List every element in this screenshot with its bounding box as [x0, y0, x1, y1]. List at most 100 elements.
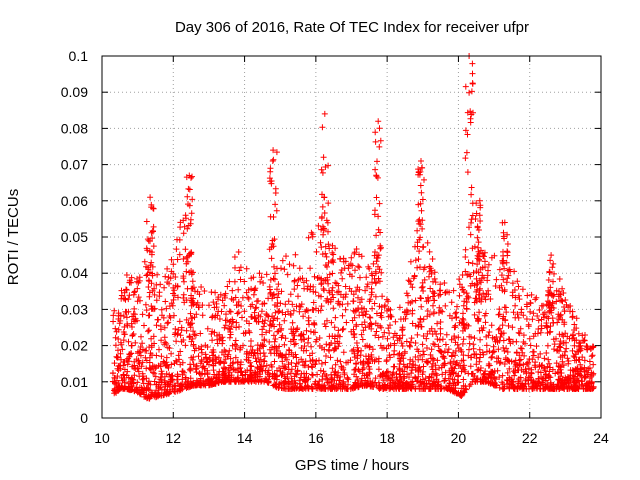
data-point — [539, 379, 545, 386]
data-point — [493, 276, 500, 283]
data-point — [430, 356, 437, 363]
data-point — [414, 377, 421, 384]
data-point — [249, 314, 255, 320]
data-point — [192, 332, 199, 339]
data-point — [291, 379, 298, 386]
data-point — [155, 390, 162, 397]
x-tick-label: 22 — [522, 430, 538, 446]
data-point — [319, 191, 325, 198]
data-point — [333, 372, 340, 379]
data-point — [134, 379, 141, 386]
data-point — [363, 353, 369, 360]
data-point — [330, 251, 337, 258]
data-point — [269, 158, 276, 164]
data-point — [163, 354, 170, 361]
data-point — [391, 363, 398, 370]
data-point — [115, 347, 121, 354]
data-point — [322, 164, 329, 170]
data-point — [245, 286, 252, 293]
data-point — [430, 302, 436, 309]
data-point — [244, 294, 251, 301]
data-point — [550, 260, 557, 267]
data-point — [123, 272, 130, 278]
data-point — [291, 286, 298, 293]
data-point — [321, 386, 328, 392]
data-point — [121, 358, 128, 365]
data-point — [333, 280, 340, 287]
data-point — [224, 283, 231, 290]
data-point — [332, 314, 339, 321]
data-point — [274, 294, 281, 301]
data-point — [459, 315, 466, 322]
data-point — [123, 287, 130, 293]
data-point — [351, 354, 358, 361]
data-point — [415, 169, 422, 176]
data-point — [209, 358, 216, 365]
data-point — [317, 239, 324, 246]
data-point — [171, 360, 178, 367]
data-point — [149, 272, 156, 279]
data-point — [344, 374, 351, 381]
data-point — [135, 368, 142, 375]
data-point — [537, 369, 544, 376]
data-point — [208, 289, 215, 296]
data-point — [146, 278, 153, 285]
data-point — [235, 286, 242, 293]
data-point — [564, 355, 571, 362]
data-point — [503, 345, 510, 352]
data-point — [522, 340, 528, 347]
data-point — [477, 285, 483, 292]
data-point — [356, 312, 363, 319]
data-point — [162, 298, 169, 305]
data-point — [188, 292, 195, 299]
data-point — [310, 329, 317, 336]
data-point — [294, 325, 301, 332]
data-point — [440, 353, 447, 360]
data-point — [273, 149, 280, 156]
data-point — [544, 342, 551, 349]
data-point — [261, 358, 268, 365]
data-point — [485, 261, 492, 268]
data-point — [509, 379, 516, 386]
data-point — [215, 308, 222, 315]
data-point — [433, 376, 440, 383]
data-point — [311, 273, 318, 280]
data-point — [315, 307, 322, 314]
data-point — [520, 332, 527, 339]
data-point — [420, 288, 427, 294]
data-point — [329, 257, 336, 263]
data-point — [547, 284, 554, 291]
data-point — [378, 269, 385, 276]
data-point — [226, 364, 232, 371]
data-point — [177, 381, 184, 388]
data-point — [447, 387, 454, 394]
data-point — [124, 321, 131, 327]
data-point — [203, 354, 210, 361]
data-point — [308, 229, 315, 236]
data-point — [370, 260, 377, 267]
data-point — [580, 385, 587, 392]
data-point — [202, 365, 208, 372]
data-point — [265, 313, 272, 320]
data-point — [300, 313, 307, 320]
data-point — [378, 314, 385, 321]
data-point — [131, 362, 138, 369]
data-point — [541, 355, 548, 362]
data-point — [325, 200, 332, 207]
data-point — [576, 340, 583, 347]
data-point — [353, 246, 360, 252]
data-point — [231, 366, 238, 373]
data-point — [516, 296, 523, 303]
data-point — [575, 330, 582, 337]
data-point — [586, 358, 593, 365]
data-point — [272, 309, 279, 316]
data-point — [340, 378, 347, 385]
data-point — [507, 268, 514, 275]
data-point — [131, 305, 138, 312]
data-point — [387, 322, 393, 329]
data-point — [456, 319, 463, 326]
data-point — [196, 370, 203, 377]
data-point — [274, 347, 281, 354]
data-point — [189, 298, 196, 305]
data-point — [450, 287, 457, 294]
